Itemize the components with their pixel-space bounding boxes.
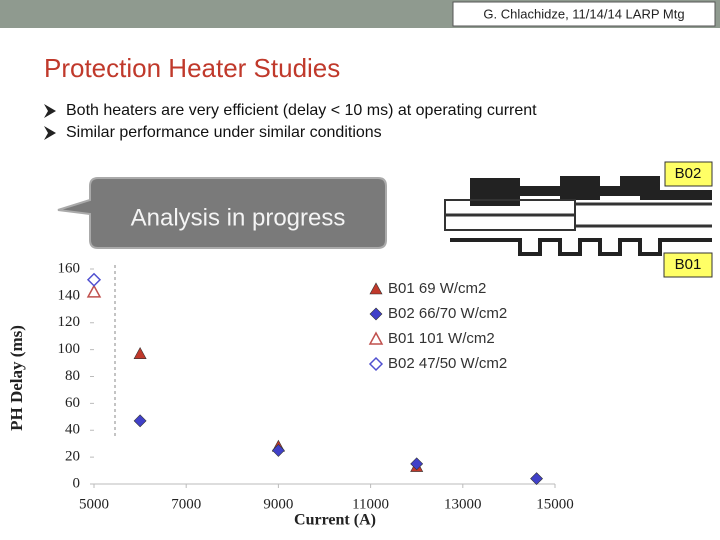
legend-marker bbox=[369, 307, 383, 321]
legend-label: B01 101 W/cm2 bbox=[388, 330, 495, 347]
point bbox=[133, 414, 147, 428]
heater-diagram bbox=[440, 160, 715, 265]
legend-marker bbox=[368, 356, 384, 372]
x-tick-label: 11000 bbox=[352, 496, 389, 512]
legend-label: B01 69 W/cm2 bbox=[388, 280, 486, 297]
y-axis-label: PH Delay (ms) bbox=[7, 325, 26, 431]
slide-title: Protection Heater Studies bbox=[44, 53, 340, 83]
x-tick-label: 15000 bbox=[536, 496, 574, 512]
chart: 0 20 40 60 80 100 120 140 160 5000 7000 9000 11000 13… bbox=[7, 260, 574, 528]
x-tick-label: 7000 bbox=[171, 496, 201, 512]
header-box bbox=[452, 1, 716, 27]
point bbox=[530, 472, 543, 486]
legend-marker bbox=[369, 282, 383, 295]
y-tick-label: 140 bbox=[58, 287, 81, 303]
diagram-label: B01 bbox=[675, 256, 702, 273]
x-axis-label: Current (A) bbox=[294, 512, 376, 529]
bullet-icon bbox=[44, 104, 56, 118]
y-tick-label: 100 bbox=[58, 341, 81, 357]
x-tick-label: 5000 bbox=[79, 496, 109, 512]
header-text: G. Chlachidze, 11/14/14 LARP Mtg bbox=[483, 6, 684, 21]
point bbox=[271, 443, 285, 457]
y-tick-label: 120 bbox=[58, 314, 81, 330]
bullet: Both heaters are very efficient (delay <… bbox=[66, 102, 537, 119]
point bbox=[86, 272, 102, 287]
y-tick-label: 40 bbox=[65, 422, 80, 438]
point bbox=[410, 457, 424, 471]
y-tick-label: 160 bbox=[58, 260, 81, 276]
callout bbox=[57, 177, 387, 249]
legend-label: B02 66/70 W/cm2 bbox=[388, 305, 507, 322]
x-tick-label: 9000 bbox=[263, 496, 293, 512]
bullet: Similar performance under similar condit… bbox=[66, 124, 382, 141]
y-tick-label: 60 bbox=[65, 395, 80, 411]
callout-text: Analysis in progress bbox=[131, 204, 346, 231]
point bbox=[86, 284, 102, 298]
diagram-label-box bbox=[664, 161, 713, 187]
y-tick-label: 20 bbox=[65, 449, 80, 465]
bullet-icon bbox=[44, 126, 56, 140]
y-tick-label: 80 bbox=[65, 368, 80, 384]
y-tick-label: 0 bbox=[73, 475, 81, 491]
legend-marker bbox=[368, 331, 384, 345]
diagram-label-box bbox=[663, 252, 713, 278]
x-tick-label: 13000 bbox=[444, 496, 482, 512]
point bbox=[133, 347, 147, 359]
legend-label: B02 47/50 W/cm2 bbox=[388, 355, 507, 372]
diagram-label: B02 bbox=[675, 165, 702, 182]
